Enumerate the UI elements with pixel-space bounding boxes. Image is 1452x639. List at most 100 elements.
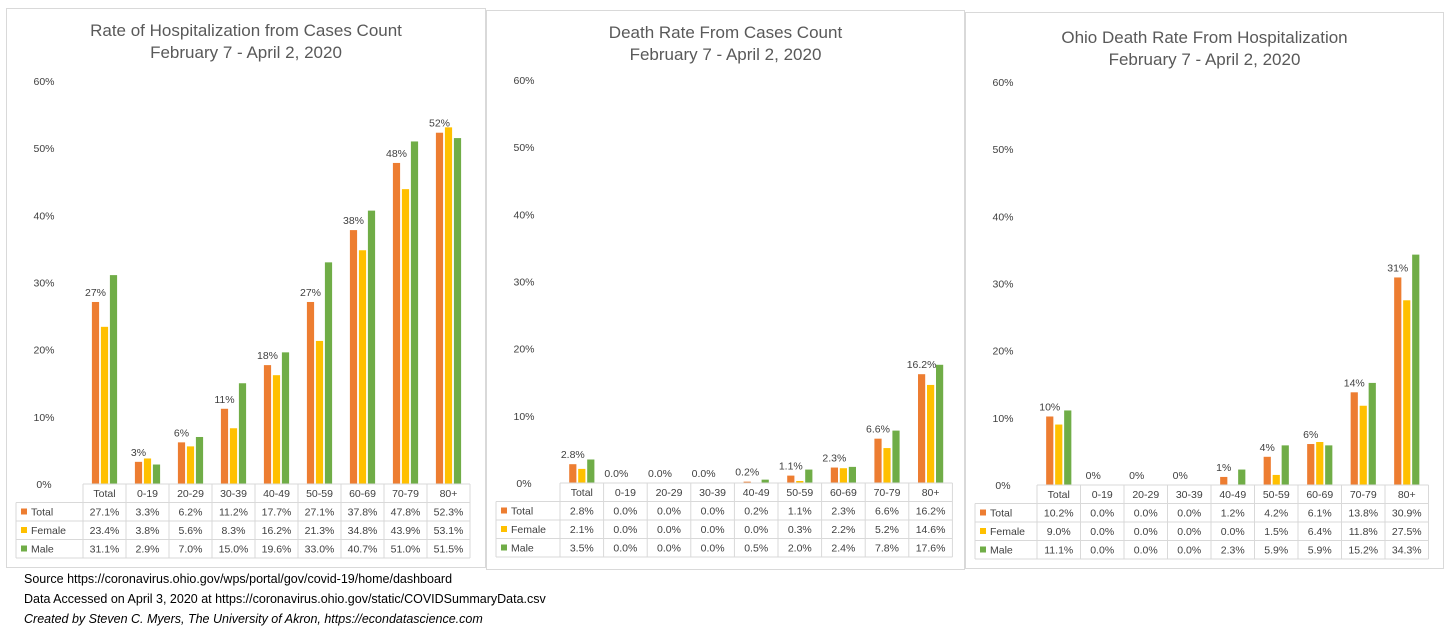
bar-male [1238,469,1246,485]
legend-key-male [501,544,507,551]
table-cell: 51.5% [434,544,464,556]
table-cell: 14.6% [916,524,946,536]
y-tick-label: 30% [513,277,534,289]
table-cell: 0.0% [701,506,725,518]
y-tick-label: 60% [33,76,54,88]
bar-total [830,467,838,483]
data-label: 1.1% [779,461,803,473]
y-tick-label: 60% [513,75,534,87]
table-cell: 0.0% [1177,526,1201,538]
table-cell: 47.8% [391,507,421,519]
data-label: 38% [343,215,364,227]
bar-male [848,466,856,483]
y-tick-label: 40% [33,210,54,222]
table-cell: 5.6% [179,525,203,537]
bar-female [839,468,847,483]
death-rate-hospitalization-chart: Ohio Death Rate From Hospitalization Feb… [965,12,1444,569]
table-category-label: 70-79 [392,488,419,500]
y-tick-label: 0% [995,480,1010,492]
legend-key-female [980,528,986,534]
table-cell: 11.8% [1349,526,1378,538]
bar-female [100,326,109,484]
legend-label: Male [990,545,1013,557]
bar-female [796,480,804,483]
table-cell: 0.0% [701,543,725,555]
bar-female [883,448,891,483]
table-cell: 2.3% [1221,545,1245,557]
bar-total [263,365,272,484]
table-cell: 34.8% [348,525,378,537]
table-cell: 43.9% [391,525,421,537]
data-label: 0.2% [735,467,759,479]
table-category-label: 60-69 [1306,489,1333,501]
table-cell: 11.1% [1044,545,1073,557]
table-cell: 2.4% [831,543,855,555]
bar-male [453,138,462,484]
table-cell: 53.1% [434,525,464,537]
table-cell: 16.2% [916,506,946,518]
table-cell: 27.5% [1392,526,1422,538]
data-label: 1% [1216,462,1231,474]
table-cell: 37.8% [348,507,378,519]
table-cell: 0.0% [613,543,637,555]
table-category-label: 20-29 [177,488,204,500]
table-cell: 6.2% [179,507,203,519]
table-cell: 0.0% [657,524,681,536]
table-cell: 3.3% [136,507,160,519]
bar-male [1281,445,1289,485]
bar-total [787,475,795,483]
table-category-label: 50-59 [306,488,333,500]
data-label: 27% [300,287,321,299]
source-line: Source https://coronavirus.ohio.gov/wps/… [24,572,453,586]
bar-male [324,262,333,484]
bar-male [238,383,247,484]
table-cell: 6.6% [875,506,899,518]
table-cell: 0.0% [613,524,637,536]
table-cell: 15.2% [1348,545,1378,557]
table-category-label: 80+ [1398,489,1416,501]
bar-female [143,458,152,484]
table-cell: 33.0% [305,544,335,556]
death-rate-cases-chart: Death Rate From Cases Count February 7 -… [486,10,965,570]
bar-total [743,481,751,483]
table-cell: 17.7% [262,507,292,519]
y-tick-label: 40% [992,211,1013,223]
table-cell: 0.0% [1090,545,1114,557]
bar-female [578,468,586,483]
y-tick-label: 10% [33,412,54,424]
table-cell: 5.9% [1308,545,1332,557]
bar-male [1368,382,1376,485]
table-category-label: 40-49 [743,487,770,499]
table-cell: 16.2% [262,525,292,537]
table-cell: 30.9% [1392,508,1422,520]
table-category-label: 60-69 [830,487,857,499]
table-cell: 17.6% [916,543,946,555]
bar-male [761,479,769,483]
bar-female [229,428,238,484]
table-cell: 4.2% [1264,508,1288,520]
table-cell: 13.8% [1348,508,1378,520]
table-cell: 1.1% [788,506,812,518]
data-label: 14% [1344,377,1365,389]
table-cell: 0.0% [1090,508,1114,520]
table-cell: 0.0% [1134,508,1158,520]
bar-total [569,464,577,483]
data-label: 0.0% [692,468,716,480]
table-cell: 34.3% [1392,545,1422,557]
bar-total [1046,416,1054,485]
bar-female [315,340,324,484]
table-cell: 0.0% [657,543,681,555]
table-cell: 2.1% [570,524,594,536]
table-cell: 2.9% [136,544,160,556]
bar-female [1272,474,1280,485]
source-notes: Source https://coronavirus.ohio.gov/wps/… [24,569,546,629]
table-cell: 27.1% [90,507,120,519]
bar-male [281,352,290,484]
table-cell: 2.8% [570,506,594,518]
table-cell: 15.0% [219,544,249,556]
y-tick-label: 0% [516,478,531,490]
legend-label: Total [990,508,1012,520]
legend-key-female [501,526,507,532]
bar-male [1064,410,1072,485]
bar-male [587,459,595,483]
